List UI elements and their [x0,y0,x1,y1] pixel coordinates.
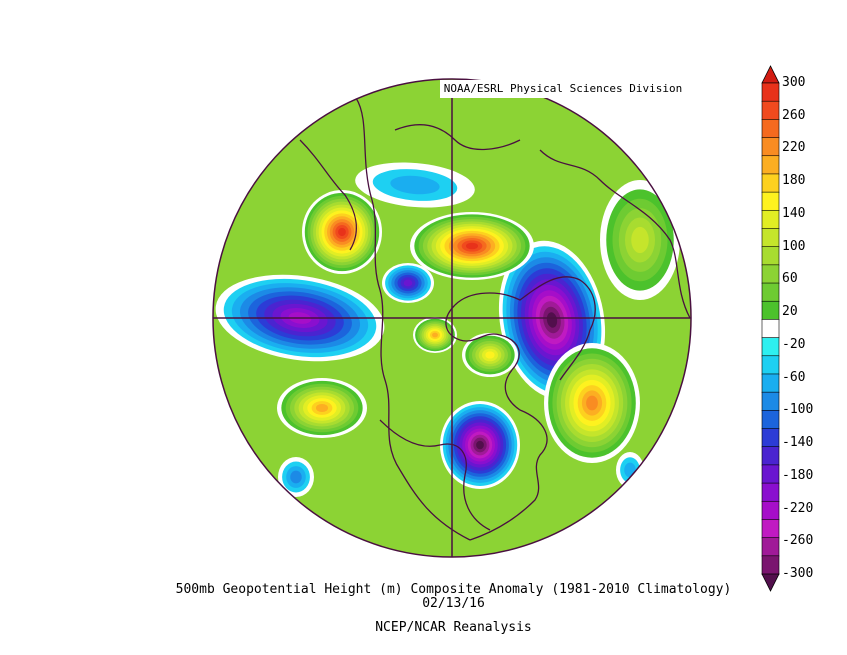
colorbar-swatch [761,191,780,211]
alaska-high-contour [338,227,346,237]
colorbar-swatch [761,82,780,102]
colorbar-tick-label: -60 [782,369,806,385]
coastline-path [445,304,520,371]
coastline-path [379,419,491,531]
colorbar-tick-label: -140 [782,435,814,451]
north-atlantic-high-contour [586,395,598,411]
colorbar-tick-label: 20 [782,304,798,320]
colorbar-swatch [761,137,780,157]
colorbar-tick-label: -300 [782,566,814,581]
coastline-path [539,149,691,319]
hudson-high-contour [485,351,495,359]
greenland-high-contour [465,242,479,250]
central-canada-low-contour [403,279,413,287]
coastline-path [394,124,521,151]
colorbar-swatch [761,355,780,375]
colorbar-swatch [761,537,780,557]
colorbar-swatch [761,119,780,139]
colorbar-swatch [761,482,780,502]
ne-pacific-high-contour [315,403,329,413]
colorbar-swatch [761,337,780,357]
colorbar-tick-label: 180 [782,173,806,189]
coastline-path [299,139,357,251]
colorbar-swatch [761,500,780,521]
eastern-na-low-contour [476,440,484,450]
coastline-path [469,369,548,541]
colorbar-tick-label: -180 [782,467,814,483]
colorbar-swatch [761,246,780,266]
colorbar-swatch [761,428,780,448]
coastline-path [454,276,596,381]
colorbar-tick-label: -220 [782,500,814,516]
coastline-path [355,97,471,541]
colorbar-swatch [761,391,780,412]
coastlines [299,97,691,541]
colorbar-swatch [761,373,780,393]
colorbar-swatch [761,464,780,484]
colorbar-swatch [761,173,780,193]
map-title: 500mb Geopotential Height (m) Composite … [175,582,732,597]
colorbar-swatch [761,264,780,284]
colorbar-swatch [761,155,780,175]
colorbar-tick-label: 220 [782,140,806,156]
north-pacific-small-low-contour [290,470,302,484]
colorbar-swatch [761,300,780,321]
map-date: 02/13/16 [422,596,485,611]
colorbar-swatch [761,446,780,466]
colorbar-tick-label: 60 [782,271,798,287]
colorbar-swatch [761,519,780,539]
colorbar-tick-label: 140 [782,205,806,221]
colorbar-labels: 300 260 220 180 140 100 60 20 -20 -60 -100 -140 -180… [782,0,842,655]
colorbar-swatch [761,228,780,248]
colorbar-swatch [761,410,780,430]
map-disk [213,79,691,557]
map-source: NCEP/NCAR Reanalysis [375,620,532,635]
map-border [212,78,692,558]
colorbar-swatch [761,209,780,230]
colorbar-tick-label: 260 [782,107,806,123]
colorbar-tick-label: 100 [782,238,806,254]
europe-small-low-contour [624,462,636,478]
scandinavia-low-contour [546,312,558,328]
colorbar-bottom-arrow [761,573,780,592]
credit-label: NOAA/ESRL Physical Sciences Division [440,80,686,98]
colorbar [761,65,780,592]
colorbar-tick-label: -260 [782,533,814,549]
arctic-low-contour [390,175,440,195]
anomaly-contours [215,162,680,497]
siberia-high-contour [631,226,649,254]
canada-high-contour [432,332,438,338]
colorbar-swatch [761,100,780,121]
colorbar-swatch [761,319,780,339]
colorbar-tick-label: -100 [782,402,814,418]
colorbar-tick-label: -20 [782,336,806,352]
colorbar-swatch [761,282,780,302]
colorbar-swatch [761,555,780,575]
colorbar-tick-label: 300 [782,75,806,90]
colorbar-top-arrow [761,65,780,84]
